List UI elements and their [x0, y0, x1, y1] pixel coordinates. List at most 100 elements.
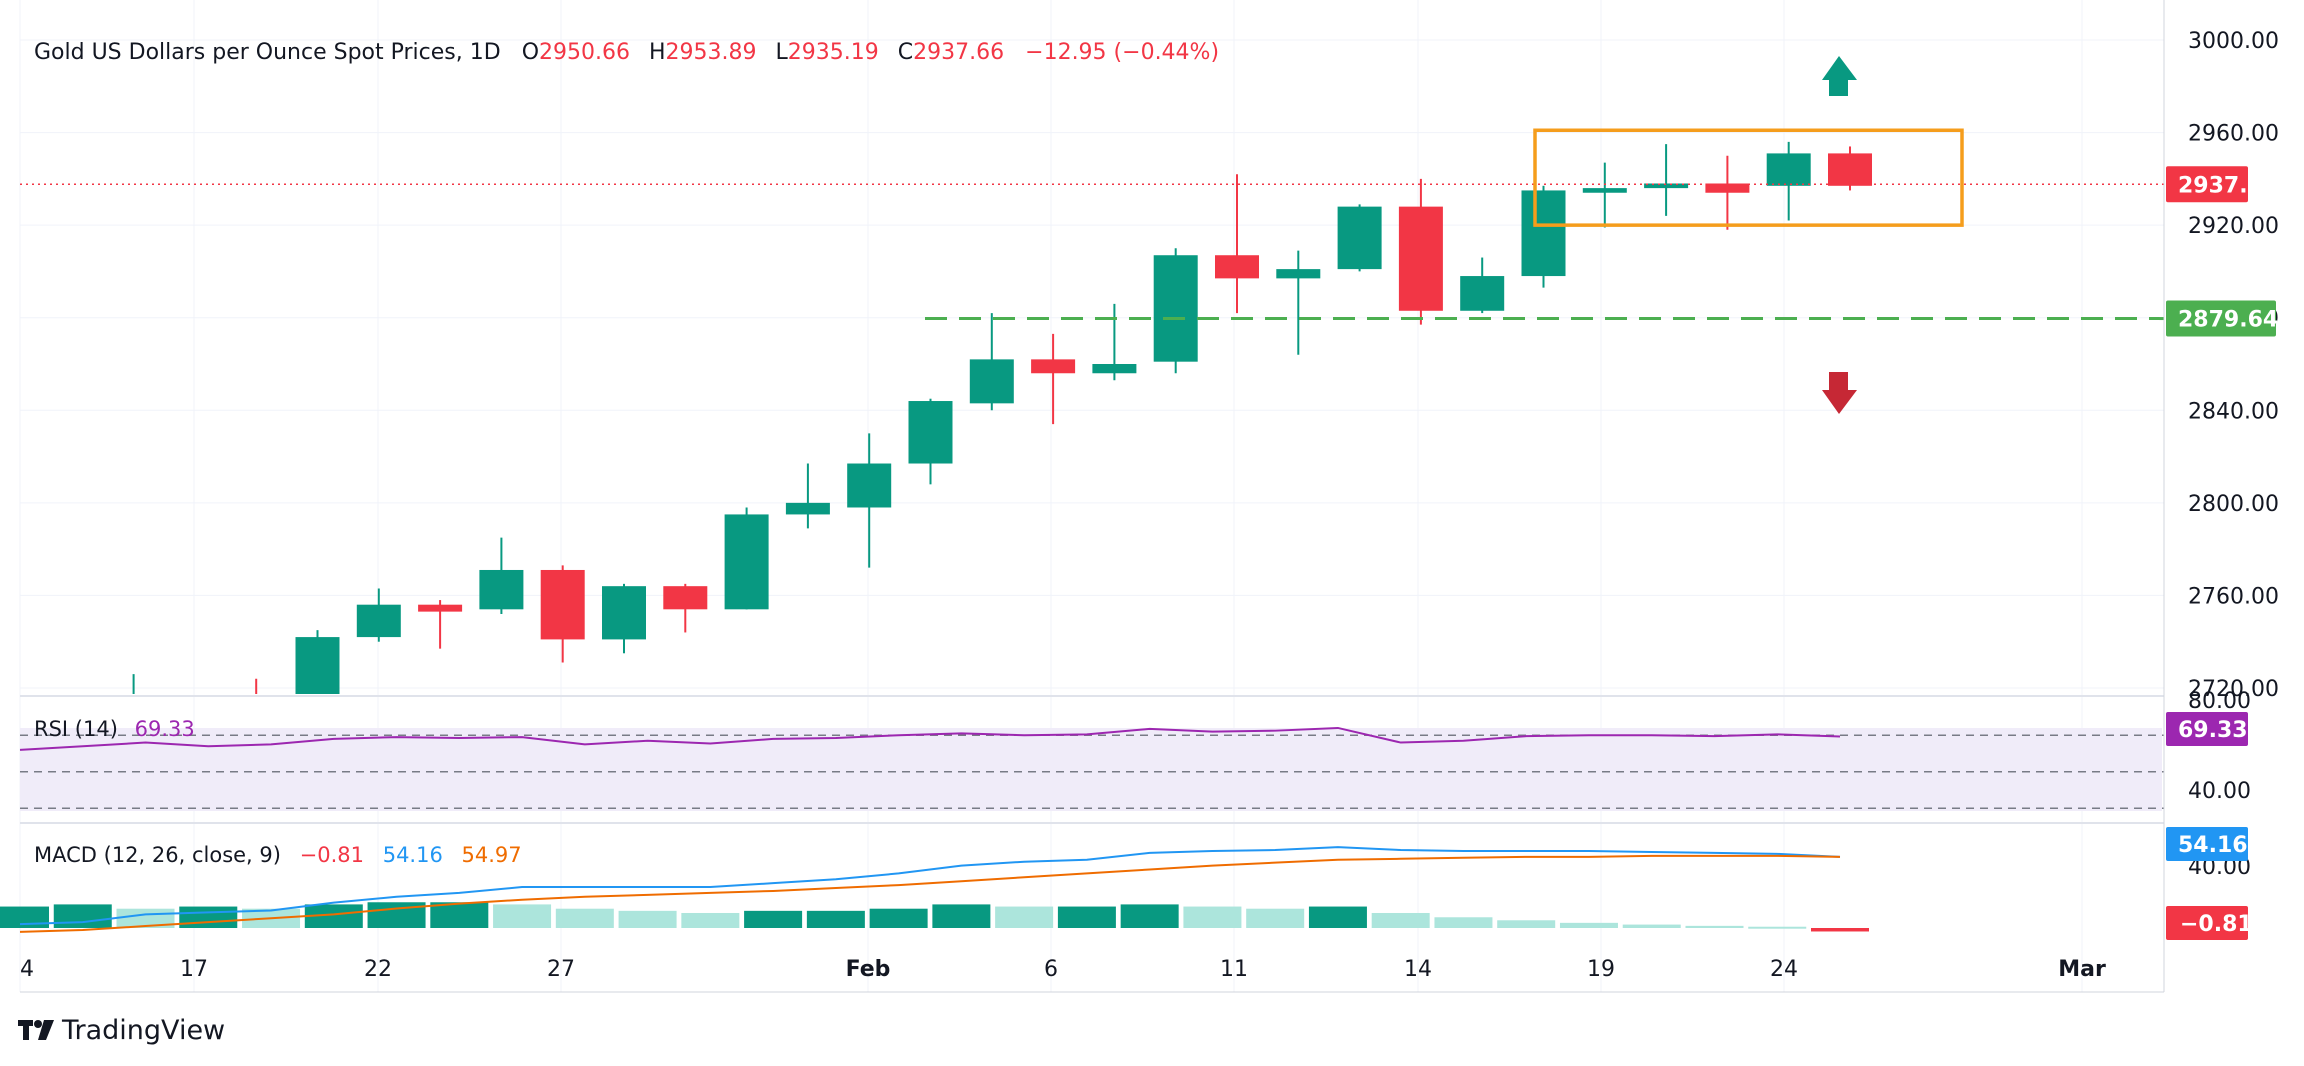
macd-histogram-bar	[555, 908, 614, 928]
change-value: −12.95 (−0.44%)	[1025, 40, 1219, 65]
price-tick-label: 2920.00	[2188, 214, 2279, 239]
candle-body	[479, 569, 524, 610]
candle-body	[1766, 153, 1811, 186]
low-value: 2935.19	[788, 40, 879, 65]
open-value: 2950.66	[539, 40, 630, 65]
macd-hist-value: −0.81	[300, 843, 364, 867]
candle-body	[969, 359, 1014, 404]
macd-badge-bg	[2166, 827, 2248, 861]
candle[interactable]	[785, 463, 830, 529]
candle[interactable]	[847, 433, 892, 568]
price-tick-label: 2800.00	[2188, 492, 2279, 517]
macd-hist-badge-bg	[2166, 906, 2248, 940]
price-tick-label: 2840.00	[2188, 399, 2279, 424]
price-tick-label: 3000.00	[2188, 29, 2279, 54]
time-tick-label: 14	[1404, 957, 1432, 982]
candle[interactable]	[1092, 303, 1137, 381]
candle-body	[356, 604, 401, 638]
candle[interactable]	[1460, 257, 1505, 314]
macd-histogram-bar	[1371, 912, 1430, 928]
time-tick-label: 22	[364, 957, 392, 982]
time-tick-label: Feb	[846, 957, 891, 982]
macd-histogram-bar	[869, 908, 928, 928]
macd-histogram-bar	[1057, 906, 1116, 928]
candle[interactable]	[1766, 141, 1811, 221]
candle-body	[1582, 188, 1627, 193]
macd-histogram-bar	[744, 910, 803, 928]
close-value: 2937.66	[913, 40, 1004, 65]
candle[interactable]	[234, 678, 278, 735]
macd-histogram-bar	[995, 906, 1054, 928]
macd-value: 54.16	[383, 843, 443, 867]
rsi-panel[interactable]: 80.00 40.00 69.33	[19, 689, 2251, 809]
candle-body	[1215, 255, 1259, 279]
candle[interactable]	[602, 583, 646, 654]
candle[interactable]	[479, 537, 524, 614]
candle-body	[295, 637, 340, 694]
legend-header: Gold US Dollars per Ounce Spot Prices, 1…	[34, 40, 1219, 65]
macd-histogram-bar	[932, 904, 991, 928]
time-tick-label: 19	[1587, 957, 1615, 982]
macd-histogram-bar	[304, 904, 363, 928]
rsi-badge-bg	[2166, 712, 2248, 746]
macd-histogram-bar	[1308, 906, 1367, 928]
macd-hist-badge: −0.81	[2166, 906, 2253, 940]
high-label: H	[649, 40, 666, 65]
rsi-tick-label: 80.00	[2188, 689, 2251, 714]
candle[interactable]	[908, 398, 953, 485]
macd-histogram-bar	[806, 910, 865, 928]
macd-line	[19, 846, 1841, 926]
support-price-badge: 2879.64	[2166, 300, 2278, 337]
candle[interactable]	[969, 313, 1014, 411]
candle[interactable]	[663, 583, 708, 633]
candle-body	[1031, 359, 1076, 374]
rsi-band	[20, 728, 2162, 811]
macd-badge-text: 54.16	[2178, 833, 2248, 858]
macd-value-badge: 54.16	[2166, 827, 2248, 861]
candle-body	[540, 569, 585, 640]
candle[interactable]	[418, 600, 463, 649]
macd-histogram-bar	[1559, 922, 1618, 928]
candlestick-series[interactable]	[112, 141, 1872, 809]
macd-histogram-bar	[681, 912, 740, 928]
candle[interactable]	[295, 630, 340, 730]
time-axis[interactable]: 4 17 22 27 Feb 6 11 14 19 24 Mar	[20, 957, 2106, 982]
candle-body	[1521, 190, 1566, 277]
chart-title: Gold US Dollars per Ounce Spot Prices, 1…	[34, 40, 501, 65]
macd-histogram-bar	[430, 902, 489, 928]
consolidation-range-box	[1533, 128, 1964, 227]
macd-label: MACD (12, 26, close, 9)	[34, 843, 281, 867]
candle[interactable]	[1398, 178, 1443, 325]
candle[interactable]	[1276, 250, 1321, 355]
candle[interactable]	[1521, 185, 1566, 288]
candle[interactable]	[1828, 146, 1872, 191]
candle-body	[847, 463, 892, 508]
candle[interactable]	[1031, 333, 1076, 425]
time-tick-label: 4	[20, 957, 34, 982]
tradingview-logo[interactable]: TradingView	[18, 1010, 225, 1050]
time-tick-label: 17	[180, 957, 208, 982]
candle-body	[1337, 206, 1382, 270]
candle[interactable]	[724, 507, 769, 610]
candle[interactable]	[1644, 144, 1689, 216]
candle-body	[1644, 183, 1689, 189]
candle-body	[1153, 255, 1198, 362]
candle[interactable]	[1215, 174, 1259, 314]
price-axis[interactable]: 3000.002960.002920.002880.002840.002800.…	[2166, 29, 2279, 702]
candle[interactable]	[540, 565, 585, 663]
candle[interactable]	[1582, 162, 1627, 228]
candle[interactable]	[1153, 248, 1198, 374]
candle[interactable]	[356, 588, 401, 642]
macd-legend: MACD (12, 26, close, 9) −0.81 54.16 54.9…	[34, 843, 522, 867]
candle[interactable]	[1705, 155, 1750, 230]
rsi-value-badge: 69.33	[2166, 712, 2248, 746]
down-arrow-icon	[1822, 372, 1857, 414]
up-arrow-icon	[1822, 56, 1857, 96]
candle-body	[1276, 269, 1321, 279]
candle-body	[785, 502, 830, 515]
tradingview-logo-icon	[18, 1020, 54, 1040]
candle[interactable]	[1337, 204, 1382, 272]
